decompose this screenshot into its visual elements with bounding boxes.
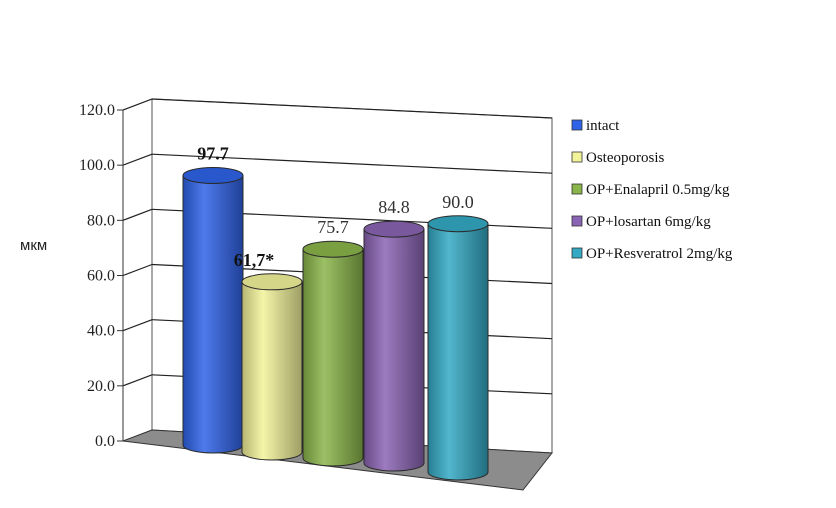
bars — [182, 167, 489, 481]
bar-top — [363, 220, 425, 238]
legend-label: OP+losartan 6mg/kg — [586, 214, 711, 230]
gridline-side — [122, 319, 153, 332]
bar-top — [182, 167, 244, 185]
data-label: 61,7* — [234, 250, 275, 270]
bar-body — [182, 175, 244, 454]
legend-swatch — [571, 119, 583, 131]
y-axis-ticks: 0.0 20.0 40.0 60.0 80.0 100.0 120.0 — [79, 102, 124, 450]
bar — [302, 240, 364, 467]
data-label: 97.7 — [197, 144, 229, 164]
y-tick-label: 120.0 — [79, 102, 115, 119]
bar — [427, 215, 489, 481]
value-labels: 97.7 61,7* 75.7 84.8 90.0 — [197, 144, 474, 270]
gridline-side — [122, 98, 153, 111]
bar-body — [363, 228, 425, 472]
gridline — [151, 98, 553, 119]
bar-top — [241, 273, 303, 291]
bar-body — [241, 281, 303, 461]
legend: intact Osteoporosis OP+Enalapril 0.5mg/kg O… — [571, 118, 733, 262]
legend-label: intact — [586, 118, 620, 134]
legend-swatch — [571, 215, 583, 227]
y-tick-label: 60.0 — [87, 268, 115, 285]
gridline-side — [122, 208, 153, 221]
data-label: 75.7 — [317, 217, 349, 237]
y-axis-label: мкм — [20, 237, 47, 254]
gridline-side — [122, 263, 153, 277]
bar-top — [302, 240, 364, 258]
bar — [182, 167, 244, 454]
gridline — [151, 153, 553, 174]
gridline-side — [122, 153, 153, 166]
legend-swatch — [571, 247, 583, 259]
bar-top — [427, 215, 489, 233]
y-tick-label: 100.0 — [79, 157, 115, 174]
gridline-side — [122, 374, 153, 387]
legend-swatch — [571, 151, 583, 163]
y-tick-label: 0.0 — [95, 433, 115, 450]
legend-label: Osteoporosis — [586, 150, 664, 166]
data-label: 84.8 — [378, 197, 410, 217]
y-tick-label: 80.0 — [87, 212, 115, 229]
y-tick-label: 20.0 — [87, 378, 115, 395]
legend-label: OP+Enalapril 0.5mg/kg — [586, 182, 730, 198]
bar-body — [302, 248, 364, 467]
bar — [363, 220, 425, 472]
bar — [241, 273, 303, 461]
legend-label: OP+Resveratrol 2mg/kg — [586, 246, 733, 262]
y-tick-label: 40.0 — [87, 323, 115, 340]
data-label: 90.0 — [442, 192, 474, 212]
bar-body — [427, 223, 489, 481]
legend-swatch — [571, 183, 583, 195]
